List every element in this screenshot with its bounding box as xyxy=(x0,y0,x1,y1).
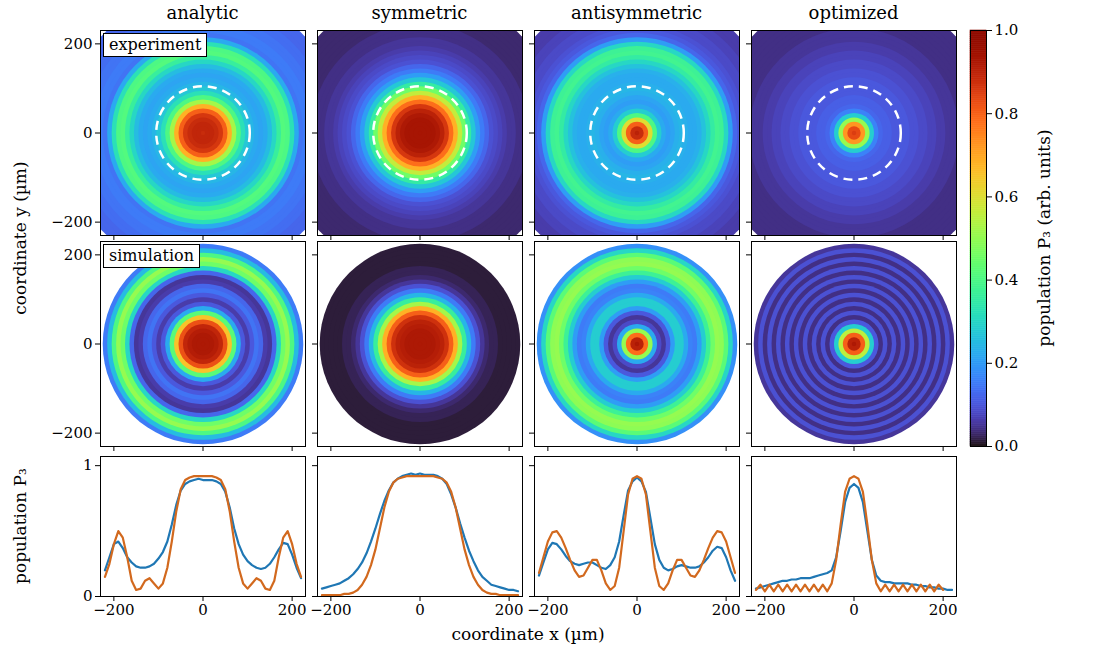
svg-text:0: 0 xyxy=(415,601,425,619)
svg-text:0.6: 0.6 xyxy=(995,188,1019,206)
svg-text:200: 200 xyxy=(64,246,93,264)
html-text:coordinate x (µm): coordinate x (µm) xyxy=(451,624,605,644)
svg-text:0: 0 xyxy=(849,601,859,619)
html-text:population P₃: population P₃ xyxy=(10,468,30,584)
svg-text:−200: −200 xyxy=(51,424,92,442)
html-text:symmetric: symmetric xyxy=(371,2,468,23)
svg-text:−200: −200 xyxy=(51,213,92,231)
svg-text:1: 1 xyxy=(83,456,93,474)
svg-text:−200: −200 xyxy=(527,601,568,619)
svg-text:200: 200 xyxy=(929,601,958,619)
html-text:antisymmetric: antisymmetric xyxy=(570,2,703,23)
svg-text:0.4: 0.4 xyxy=(995,271,1019,289)
svg-text:1.0: 1.0 xyxy=(995,21,1019,39)
html-text:optimized: optimized xyxy=(808,2,899,23)
svg-text:−200: −200 xyxy=(310,601,351,619)
html-text:experiment: experiment xyxy=(109,35,202,54)
svg-text:0: 0 xyxy=(83,124,93,142)
svg-text:0: 0 xyxy=(632,601,642,619)
html-text:simulation: simulation xyxy=(109,246,194,265)
svg-text:200: 200 xyxy=(278,601,307,619)
svg-text:0.0: 0.0 xyxy=(995,437,1019,455)
html-text:population P₃ (arb. units): population P₃ (arb. units) xyxy=(1034,129,1054,347)
svg-text:200: 200 xyxy=(495,601,524,619)
svg-text:0: 0 xyxy=(198,601,208,619)
svg-text:0.2: 0.2 xyxy=(995,354,1019,372)
svg-text:−200: −200 xyxy=(744,601,785,619)
svg-text:200: 200 xyxy=(712,601,741,619)
svg-text:−200: −200 xyxy=(93,601,134,619)
html-text:analytic: analytic xyxy=(166,2,239,23)
svg-text:0: 0 xyxy=(83,587,93,605)
html-text:coordinate y (µm): coordinate y (µm) xyxy=(10,161,30,315)
svg-text:0: 0 xyxy=(83,335,93,353)
svg-text:0.8: 0.8 xyxy=(995,105,1019,123)
svg-text:200: 200 xyxy=(64,35,93,53)
